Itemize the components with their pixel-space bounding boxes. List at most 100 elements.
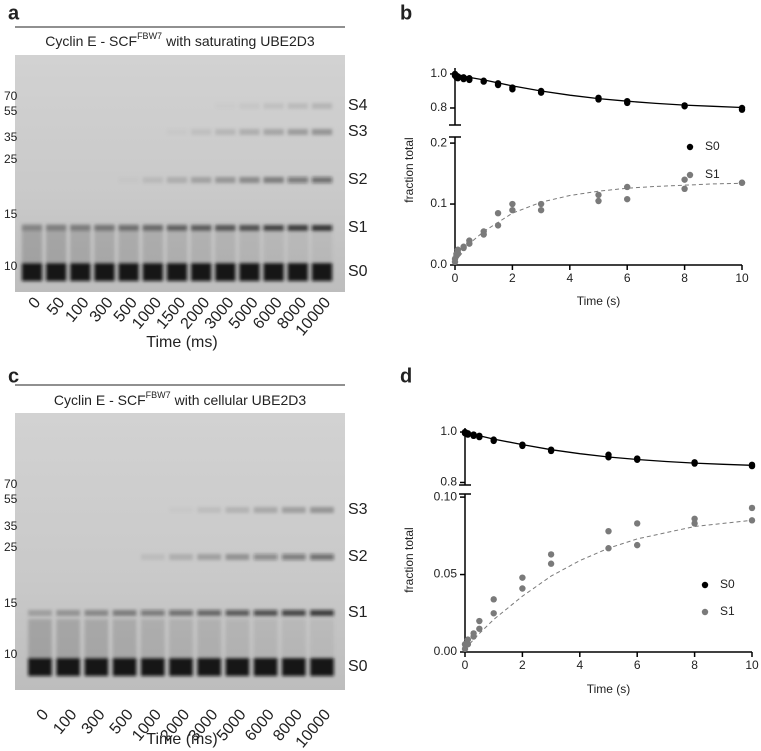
y-tick-label: 0.00 bbox=[434, 644, 458, 658]
gel-band bbox=[166, 225, 188, 231]
y-tick-label: 0.8 bbox=[430, 100, 447, 114]
gel-smear bbox=[287, 224, 308, 264]
data-point bbox=[466, 76, 473, 84]
gel-band bbox=[287, 129, 308, 135]
data-point bbox=[476, 617, 483, 625]
data-point bbox=[634, 541, 641, 549]
gel-band bbox=[191, 225, 212, 231]
gel-band bbox=[310, 610, 334, 616]
gel-band bbox=[118, 225, 139, 231]
gel-band bbox=[263, 263, 284, 281]
gel-band bbox=[166, 177, 188, 183]
panel-letter: a bbox=[8, 2, 20, 24]
data-point bbox=[748, 517, 756, 524]
data-point bbox=[494, 209, 502, 217]
gel-smear bbox=[197, 619, 222, 659]
gel-bands bbox=[28, 507, 334, 676]
legend-label: S1 bbox=[705, 167, 720, 181]
data-point bbox=[476, 433, 483, 441]
data-point bbox=[470, 432, 477, 440]
gel-smear bbox=[118, 224, 139, 264]
data-point bbox=[605, 545, 612, 552]
gel-band bbox=[310, 658, 334, 676]
data-point bbox=[476, 625, 483, 632]
gel-band bbox=[142, 177, 163, 183]
x-axis-label: Time (s) bbox=[577, 294, 621, 308]
gel-band bbox=[215, 225, 236, 231]
gel-smear bbox=[225, 619, 250, 659]
y-axis-label: fraction total bbox=[402, 527, 416, 592]
gel-smear bbox=[215, 224, 236, 264]
data-point bbox=[624, 183, 631, 191]
gel-band bbox=[263, 103, 284, 109]
gel-band bbox=[119, 177, 139, 183]
gel-band bbox=[281, 658, 306, 676]
gel-band bbox=[239, 129, 260, 135]
gel-band bbox=[169, 658, 193, 676]
gel-smear bbox=[253, 619, 278, 659]
gel-band bbox=[287, 177, 308, 183]
title-part: with cellular UBE2D3 bbox=[174, 392, 307, 408]
marker-label: 35 bbox=[4, 130, 18, 144]
gel-smear bbox=[70, 224, 91, 264]
lane-label: 6000 bbox=[242, 706, 278, 744]
gel-smear bbox=[263, 224, 284, 264]
data-point bbox=[634, 520, 641, 527]
band-label: S3 bbox=[348, 501, 368, 518]
band-label: S1 bbox=[348, 219, 368, 236]
x-tick-label: 8 bbox=[691, 658, 698, 672]
marker-label: 10 bbox=[4, 647, 18, 661]
marker-label: 25 bbox=[4, 540, 18, 554]
gel-band bbox=[197, 658, 222, 676]
data-point bbox=[634, 456, 641, 463]
gel-band bbox=[140, 554, 165, 560]
gel-band bbox=[84, 658, 109, 676]
gel-band bbox=[46, 225, 67, 231]
x-tick-label: 6 bbox=[634, 658, 641, 672]
gel-band bbox=[225, 658, 250, 676]
marker-label: 55 bbox=[4, 492, 18, 506]
data-point bbox=[464, 641, 472, 648]
x-tick-label: 10 bbox=[745, 658, 759, 672]
data-point bbox=[691, 460, 698, 467]
gel-band bbox=[169, 610, 193, 616]
marker-label: 15 bbox=[4, 207, 18, 221]
x-tick-label: 10 bbox=[735, 271, 749, 285]
y-tick-label: 0.2 bbox=[430, 135, 447, 149]
gel-band bbox=[310, 507, 334, 513]
data-point bbox=[460, 244, 467, 252]
gel-band bbox=[253, 658, 278, 676]
gel-band bbox=[215, 263, 236, 281]
gel-band bbox=[311, 177, 333, 183]
data-point bbox=[738, 106, 746, 113]
data-point bbox=[691, 515, 698, 522]
data-point bbox=[454, 246, 462, 253]
gel-smear bbox=[166, 224, 188, 264]
gel-band bbox=[281, 554, 306, 560]
gel-band bbox=[191, 177, 212, 183]
gel-band bbox=[253, 554, 278, 560]
x-axis-label: Time (ms) bbox=[146, 731, 217, 748]
x-tick-label: 6 bbox=[624, 271, 631, 285]
gel-smear bbox=[191, 224, 212, 264]
gel-band bbox=[253, 610, 278, 616]
marker-label: 55 bbox=[4, 104, 18, 118]
data-point bbox=[494, 222, 502, 229]
data-point bbox=[537, 89, 545, 96]
title-part: Cyclin E - SCF bbox=[54, 392, 146, 408]
data-point bbox=[470, 630, 477, 637]
marker-label: 10 bbox=[4, 259, 18, 273]
fit-curve bbox=[464, 519, 753, 650]
gel-band bbox=[215, 177, 236, 183]
gel-band bbox=[140, 610, 165, 616]
data-point bbox=[595, 197, 602, 205]
gel-band bbox=[239, 263, 260, 281]
band-label: S2 bbox=[348, 548, 368, 565]
data-point bbox=[460, 75, 467, 83]
gel-smear bbox=[112, 619, 137, 659]
gel-title: Cyclin E - SCFFBW7 with saturating UBE2D3 bbox=[45, 31, 315, 48]
gel-band bbox=[197, 554, 222, 560]
gel-smear bbox=[21, 224, 43, 264]
gel-band bbox=[239, 103, 260, 109]
